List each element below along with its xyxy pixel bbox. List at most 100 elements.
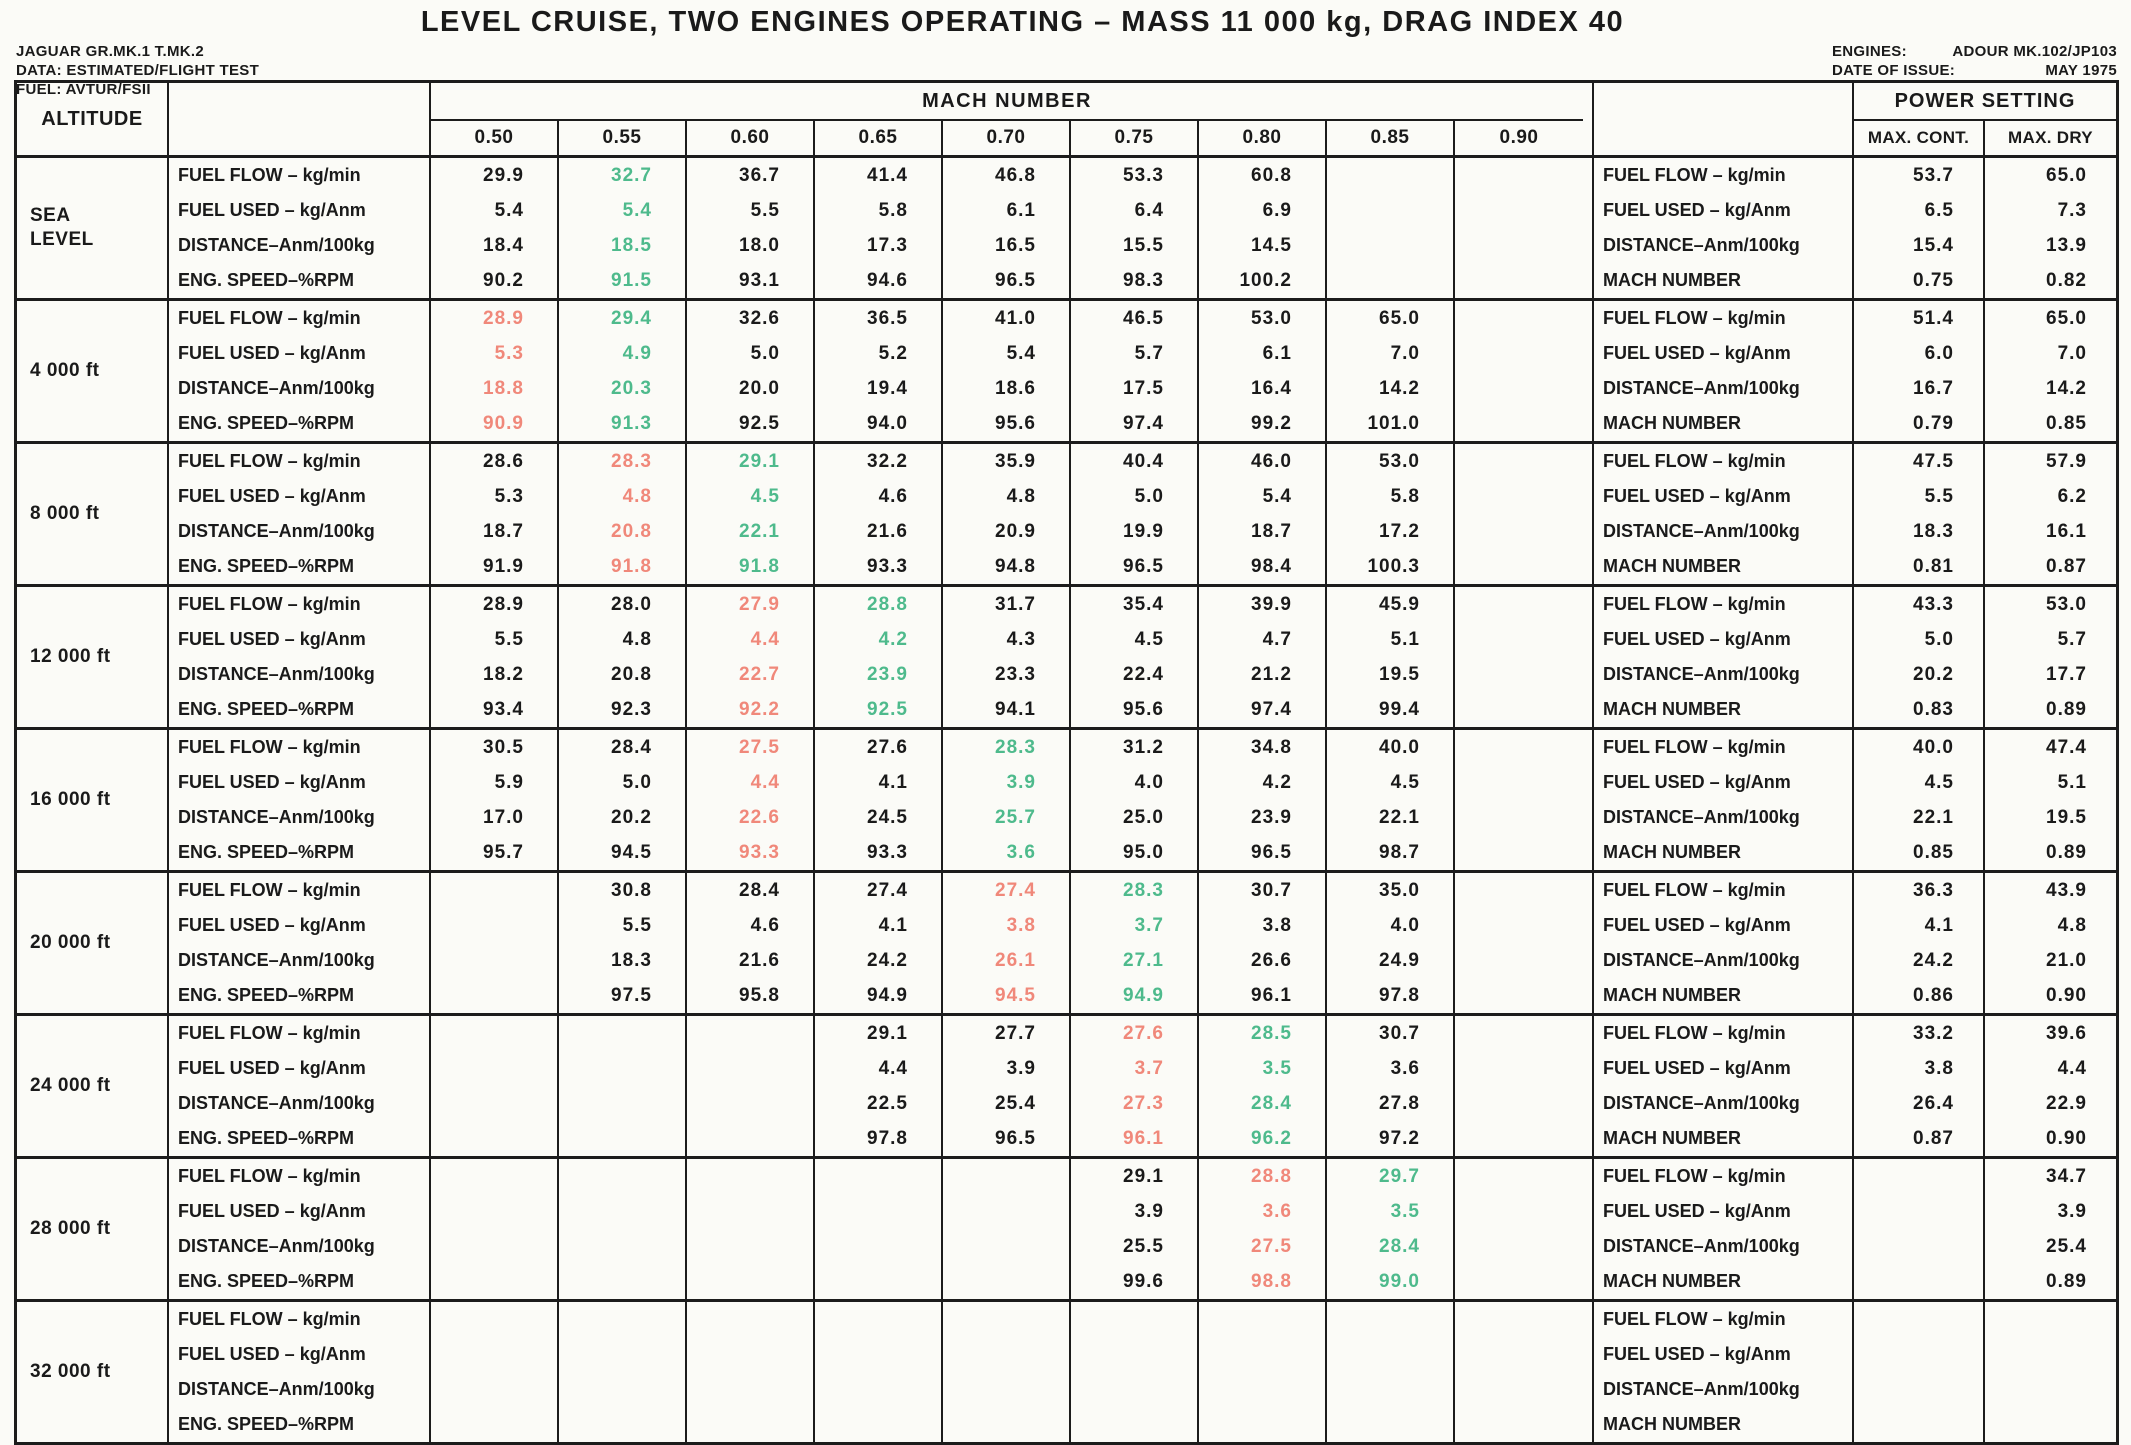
value-cell: 46.8 <box>995 164 1036 186</box>
mach-value-column <box>1455 730 1583 870</box>
value-cell: 22.7 <box>739 663 780 685</box>
value-cell: 29.4 <box>611 307 652 329</box>
value-cell: 5.7 <box>1134 342 1164 364</box>
power-value-cell: 65.0 <box>2046 307 2087 329</box>
power-value-cell: 13.9 <box>2046 234 2087 256</box>
mach-value-column <box>1455 1159 1583 1299</box>
value-cell: 91.3 <box>611 412 652 434</box>
power-value-cell: 0.87 <box>1913 1127 1954 1149</box>
power-value-cell: 0.85 <box>2046 412 2087 434</box>
value-cell: 25.5 <box>1123 1235 1164 1257</box>
power-value-cell <box>1854 1159 1983 1194</box>
value-cell: 97.4 <box>1251 698 1292 720</box>
altitude-label: 28 000 ft <box>17 1159 169 1299</box>
value-cell: 22.1 <box>1379 806 1420 828</box>
mach-value-column: 27.4 3.8 26.1 94.5 <box>943 873 1071 1013</box>
power-value-cell: 6.2 <box>2057 485 2087 507</box>
mach-value-column <box>1455 1016 1583 1156</box>
row-label-column: FUEL FLOW – kg/min FUEL USED – kg/Anm DIST… <box>169 730 431 870</box>
mach-value-column: 46.0 5.4 18.7 98.4 <box>1199 444 1327 584</box>
power-value-cell: 40.0 <box>1913 736 1954 758</box>
mach-value-column: 28.5 3.5 28.4 96.2 <box>1199 1016 1327 1156</box>
value-cell <box>431 1159 557 1194</box>
value-cell: 28.8 <box>867 593 908 615</box>
mach-value-column: 28.9 5.3 18.8 90.9 <box>431 301 559 441</box>
power-value-cell: 43.3 <box>1913 593 1954 615</box>
power-value-cell: 43.9 <box>2046 879 2087 901</box>
value-cell: 98.4 <box>1251 555 1292 577</box>
double-line-separator <box>1583 1159 1592 1299</box>
value-cell: 99.4 <box>1379 698 1420 720</box>
mach-value-column: 46.5 5.7 17.5 97.4 <box>1071 301 1199 441</box>
power-max-cont-column: 40.0 4.5 22.1 0.85 <box>1854 730 1985 870</box>
value-cell: 5.8 <box>878 199 908 221</box>
value-cell: 31.2 <box>1123 736 1164 758</box>
power-value-cell <box>1985 1372 2116 1407</box>
value-cell <box>1455 228 1583 263</box>
power-value-cell <box>1985 1337 2116 1372</box>
mach-value-column <box>431 873 559 1013</box>
value-cell: 98.3 <box>1123 269 1164 291</box>
altitude-label: 12 000 ft <box>17 587 169 727</box>
power-max-cont-column <box>1854 1302 1985 1442</box>
row-label: DISTANCE–Anm/100kg <box>178 807 375 827</box>
value-cell: 96.5 <box>1123 555 1164 577</box>
row-label: FUEL FLOW – kg/min <box>178 880 361 900</box>
value-cell: 65.0 <box>1379 307 1420 329</box>
value-cell: 94.9 <box>1123 984 1164 1006</box>
mach-value-column <box>687 1159 815 1299</box>
value-cell: 20.2 <box>611 806 652 828</box>
power-value-cell: 4.5 <box>1924 771 1954 793</box>
value-cell: 30.8 <box>611 879 652 901</box>
mach-value-column: 30.8 5.5 18.3 97.5 <box>559 873 687 1013</box>
power-max-dry-column: 65.0 7.0 14.2 0.85 <box>1985 301 2116 441</box>
row-label: DISTANCE–Anm/100kg <box>178 1379 375 1399</box>
power-value-cell: 22.1 <box>1913 806 1954 828</box>
power-label-column: FUEL FLOW – kg/min FUEL USED – kg/Anm DIST… <box>1592 158 1854 298</box>
value-cell <box>815 1159 941 1194</box>
value-cell <box>559 1337 685 1372</box>
value-cell: 20.0 <box>739 377 780 399</box>
power-value-cell: 15.4 <box>1913 234 1954 256</box>
value-cell <box>431 1264 557 1299</box>
value-cell <box>559 1264 685 1299</box>
value-cell: 4.5 <box>1390 771 1420 793</box>
engines-value: ADOUR MK.102/JP103 <box>1952 43 2117 60</box>
double-line-separator <box>1583 1302 1592 1442</box>
power-row-label: DISTANCE–Anm/100kg <box>1603 378 1800 398</box>
mach-value-column <box>1455 1302 1583 1442</box>
value-cell: 18.8 <box>483 377 524 399</box>
altitude-band: SEA LEVEL FUEL FLOW – kg/min FUEL USED – k… <box>17 155 2116 298</box>
value-cell: 91.9 <box>483 555 524 577</box>
power-value-cell: 47.5 <box>1913 450 1954 472</box>
power-label-column-header <box>1592 83 1854 155</box>
value-cell: 94.5 <box>611 841 652 863</box>
value-cell: 27.7 <box>995 1022 1036 1044</box>
value-cell <box>559 1229 685 1264</box>
value-cell: 27.5 <box>739 736 780 758</box>
mach-value-column: 29.1 4.5 22.1 91.8 <box>687 444 815 584</box>
power-row-label: MACH NUMBER <box>1603 1128 1741 1148</box>
value-cell: 4.3 <box>1006 628 1036 650</box>
value-cell: 5.2 <box>878 342 908 364</box>
mach-value-column <box>431 1016 559 1156</box>
row-label: DISTANCE–Anm/100kg <box>178 1093 375 1113</box>
value-cell: 95.7 <box>483 841 524 863</box>
row-label: FUEL USED – kg/Anm <box>178 629 366 649</box>
power-label-column: FUEL FLOW – kg/min FUEL USED – kg/Anm DIST… <box>1592 301 1854 441</box>
value-cell <box>1327 1302 1453 1337</box>
mach-value-column <box>1327 158 1455 298</box>
power-max-dry-column: 47.4 5.1 19.5 0.89 <box>1985 730 2116 870</box>
power-label-column: FUEL FLOW – kg/min FUEL USED – kg/Anm DIST… <box>1592 1159 1854 1299</box>
value-cell <box>559 1194 685 1229</box>
value-cell <box>1455 1016 1583 1051</box>
value-cell: 18.4 <box>483 234 524 256</box>
value-cell: 3.6 <box>1262 1200 1292 1222</box>
power-row-label: FUEL FLOW – kg/min <box>1603 1309 1786 1329</box>
value-cell: 93.3 <box>867 555 908 577</box>
mach-column-header: 0.60 <box>687 121 815 155</box>
mach-value-column: 28.4 5.0 20.2 94.5 <box>559 730 687 870</box>
power-row-label: FUEL USED – kg/Anm <box>1603 1201 1791 1221</box>
row-label: ENG. SPEED–%RPM <box>178 1271 355 1291</box>
